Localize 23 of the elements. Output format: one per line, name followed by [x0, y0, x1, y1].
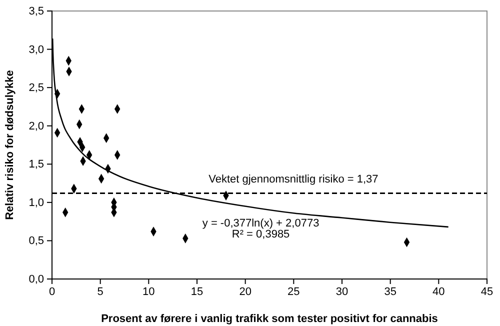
x-tick-label: 0 [48, 286, 56, 298]
annotation: y = -0,377ln(x) + 2,0773 [202, 218, 320, 230]
y-tick-label: 3,0 [28, 44, 44, 56]
y-tick-label: 1,5 [28, 158, 44, 171]
x-axis-title: Prosent av førere i vanlig trafikk som tester positivt for cannabis [101, 313, 438, 325]
y-tick-label: 2,0 [28, 120, 44, 132]
y-axis-title: Relativ risiko for dødsulykke [4, 70, 16, 220]
x-tick-label: 25 [288, 286, 300, 298]
y-tick-label: 0,0 [28, 274, 44, 286]
x-tick-label: 20 [239, 286, 252, 298]
y-tick-label: 3,5 [28, 6, 44, 18]
x-tick-label: 30 [336, 286, 348, 298]
x-tick-label: 5 [97, 286, 104, 298]
y-tick-label: 2,5 [28, 82, 44, 94]
y-tick-label: 1,0 [28, 196, 44, 209]
y-tick-label: 0,5 [28, 235, 44, 248]
x-tick-label: 10 [142, 286, 155, 298]
x-tick-label: 35 [384, 286, 396, 298]
x-tick-label: 15 [190, 286, 204, 298]
annotation: R² = 0,3985 [232, 228, 290, 240]
annotation: Vektet gjennomsnittlig risiko = 1,37 [208, 174, 378, 186]
x-tick-label: 45 [480, 286, 494, 298]
x-tick-label: 40 [432, 286, 445, 298]
